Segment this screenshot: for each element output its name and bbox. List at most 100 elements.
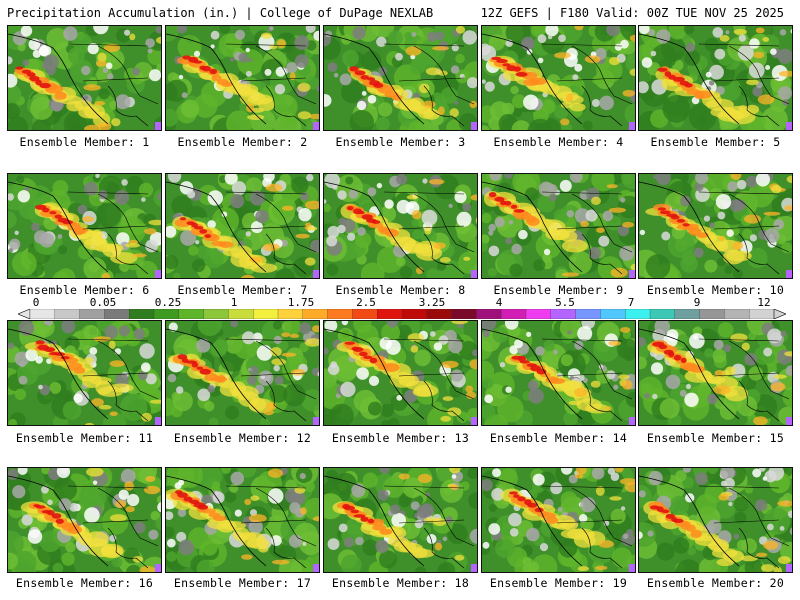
precip-map bbox=[481, 320, 636, 426]
colorbar-tick-label: 7 bbox=[627, 296, 635, 309]
ensemble-member-label: Ensemble Member: 13 bbox=[331, 431, 470, 445]
precip-map bbox=[638, 25, 793, 131]
ensemble-member-label: Ensemble Member: 6 bbox=[19, 283, 150, 297]
colorbar-swatch bbox=[550, 309, 577, 319]
precip-map bbox=[638, 467, 793, 573]
colorbar-min-arrow bbox=[18, 309, 31, 319]
precip-map bbox=[7, 467, 162, 573]
ensemble-panel bbox=[638, 320, 793, 426]
colorbar-tick-label: 0.05 bbox=[89, 296, 117, 309]
ensemble-member-label: Ensemble Member: 14 bbox=[489, 431, 628, 445]
ensemble-panel bbox=[638, 467, 793, 573]
precip-map bbox=[165, 320, 320, 426]
colorbar-tick-label: 2.5 bbox=[356, 296, 376, 309]
ensemble-panel bbox=[638, 25, 793, 131]
colorbar-swatch bbox=[525, 309, 552, 319]
colorbar-swatch bbox=[674, 309, 701, 319]
colorbar-swatch bbox=[153, 309, 180, 319]
colorbar-swatch bbox=[575, 309, 601, 319]
ensemble-member-label: Ensemble Member: 8 bbox=[335, 283, 466, 297]
colorbar-swatch bbox=[104, 309, 130, 319]
ensemble-panel bbox=[481, 467, 636, 573]
ensemble-member-label: Ensemble Member: 15 bbox=[646, 431, 785, 445]
colorbar-swatch bbox=[129, 309, 155, 319]
precip-map bbox=[638, 173, 793, 279]
colorbar-swatch bbox=[277, 309, 304, 319]
ensemble-member-label: Ensemble Member: 2 bbox=[177, 135, 308, 149]
colorbar-swatch bbox=[302, 309, 329, 319]
colorbar-swatch bbox=[327, 309, 353, 319]
ensemble-panel bbox=[7, 320, 162, 426]
ensemble-panel bbox=[165, 320, 320, 426]
precip-map bbox=[323, 173, 478, 279]
colorbar-swatch bbox=[600, 309, 626, 319]
ensemble-panel bbox=[323, 25, 478, 131]
precip-map bbox=[323, 320, 478, 426]
colorbar-tick-label: 0 bbox=[32, 296, 40, 309]
precip-map bbox=[323, 467, 478, 573]
ensemble-panel bbox=[323, 173, 478, 279]
ensemble-panel bbox=[165, 467, 320, 573]
ensemble-member-label: Ensemble Member: 18 bbox=[331, 576, 470, 590]
colorbar-tick-label: 0.25 bbox=[154, 296, 182, 309]
precip-map bbox=[7, 173, 162, 279]
ensemble-panel bbox=[481, 25, 636, 131]
colorbar-tick-label: 3.25 bbox=[418, 296, 446, 309]
colorbar-swatch bbox=[401, 309, 428, 319]
colorbar-swatch bbox=[749, 309, 775, 319]
precip-map bbox=[165, 467, 320, 573]
colorbar-swatch bbox=[476, 309, 502, 319]
colorbar-max-arrow bbox=[773, 309, 786, 319]
ensemble-panel bbox=[7, 25, 162, 131]
colorbar-tick-label: 1.75 bbox=[287, 296, 315, 309]
ensemble-panel bbox=[165, 173, 320, 279]
colorbar-tick-label: 5.5 bbox=[555, 296, 575, 309]
colorbar-tick-label: 1 bbox=[230, 296, 238, 309]
colorbar-tick-label: 9 bbox=[693, 296, 701, 309]
colorbar-swatch bbox=[203, 309, 229, 319]
ensemble-member-label: Ensemble Member: 19 bbox=[489, 576, 628, 590]
ensemble-member-label: Ensemble Member: 20 bbox=[646, 576, 785, 590]
precip-map bbox=[7, 320, 162, 426]
colorbar-swatch bbox=[724, 309, 750, 319]
ensemble-panel bbox=[481, 173, 636, 279]
ensemble-member-label: Ensemble Member: 12 bbox=[173, 431, 312, 445]
colorbar-tick-label: 4 bbox=[495, 296, 503, 309]
colorbar-swatch bbox=[451, 309, 477, 319]
ensemble-member-label: Ensemble Member: 1 bbox=[19, 135, 150, 149]
precip-map bbox=[7, 25, 162, 131]
colorbar-swatch bbox=[625, 309, 651, 319]
colorbar-swatch bbox=[228, 309, 254, 319]
ensemble-member-label: Ensemble Member: 10 bbox=[646, 283, 785, 297]
ensemble-member-label: Ensemble Member: 3 bbox=[335, 135, 466, 149]
colorbar-swatch bbox=[649, 309, 676, 319]
ensemble-panel bbox=[481, 320, 636, 426]
ensemble-panel bbox=[323, 320, 478, 426]
ensemble-member-label: Ensemble Member: 5 bbox=[650, 135, 781, 149]
colorbar-swatch bbox=[29, 309, 56, 319]
colorbar-swatch bbox=[352, 309, 378, 319]
ensemble-member-label: Ensemble Member: 11 bbox=[15, 431, 154, 445]
colorbar-swatch bbox=[699, 309, 725, 319]
colorbar-swatch bbox=[79, 309, 105, 319]
precip-map bbox=[165, 25, 320, 131]
ensemble-member-label: Ensemble Member: 9 bbox=[493, 283, 624, 297]
colorbar bbox=[18, 309, 786, 319]
precip-map bbox=[481, 173, 636, 279]
ensemble-member-label: Ensemble Member: 17 bbox=[173, 576, 312, 590]
ensemble-panel bbox=[7, 467, 162, 573]
precip-map bbox=[481, 25, 636, 131]
ensemble-panel bbox=[638, 173, 793, 279]
colorbar-swatch bbox=[253, 309, 279, 319]
colorbar-tick-label: 12 bbox=[757, 296, 771, 309]
precip-map bbox=[323, 25, 478, 131]
colorbar-swatch bbox=[178, 309, 205, 319]
precip-map bbox=[481, 467, 636, 573]
colorbar-swatch bbox=[501, 309, 527, 319]
model-run-info: 12Z GEFS | F180 Valid: 00Z TUE NOV 25 20… bbox=[480, 6, 784, 20]
colorbar-swatch bbox=[54, 309, 81, 319]
ensemble-member-label: Ensemble Member: 16 bbox=[15, 576, 154, 590]
colorbar-swatch bbox=[377, 309, 403, 319]
map-title: Precipitation Accumulation (in.) | Colle… bbox=[7, 6, 434, 20]
ensemble-panel bbox=[7, 173, 162, 279]
